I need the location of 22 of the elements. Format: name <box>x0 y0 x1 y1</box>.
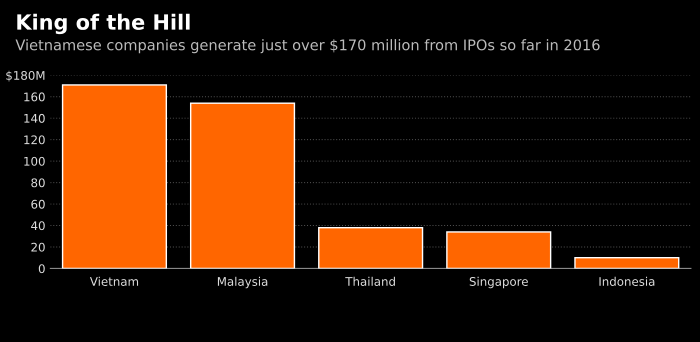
bar <box>190 102 296 268</box>
x-tick-label: Indonesia <box>599 276 654 286</box>
y-tick-label: $180M <box>6 70 44 82</box>
y-tick-label: 40 <box>31 221 45 230</box>
y-tick-label: 100 <box>24 156 45 166</box>
y-tick-label: 60 <box>31 200 45 209</box>
bar <box>574 257 680 268</box>
y-tick-label: 140 <box>24 114 45 123</box>
x-tick-label: Singapore <box>470 276 528 288</box>
chart-title: King of the Hill <box>17 14 190 34</box>
bar <box>446 231 552 268</box>
x-tick-label: Malaysia <box>218 276 268 288</box>
y-tick-label: 160 <box>24 92 45 102</box>
x-tick-label: Thailand <box>345 276 395 286</box>
y-tick-label: 80 <box>31 178 45 188</box>
bar <box>62 84 168 268</box>
x-tick-label: Vietnam <box>90 276 138 286</box>
y-tick-label: 20 <box>31 242 45 252</box>
y-tick-label: 0 <box>38 264 45 274</box>
y-tick-label: 120 <box>24 135 45 144</box>
chart-subtitle: Vietnamese companies generate just over $170 million from IPOs so far in 2016 <box>16 39 600 54</box>
bar <box>318 226 424 268</box>
